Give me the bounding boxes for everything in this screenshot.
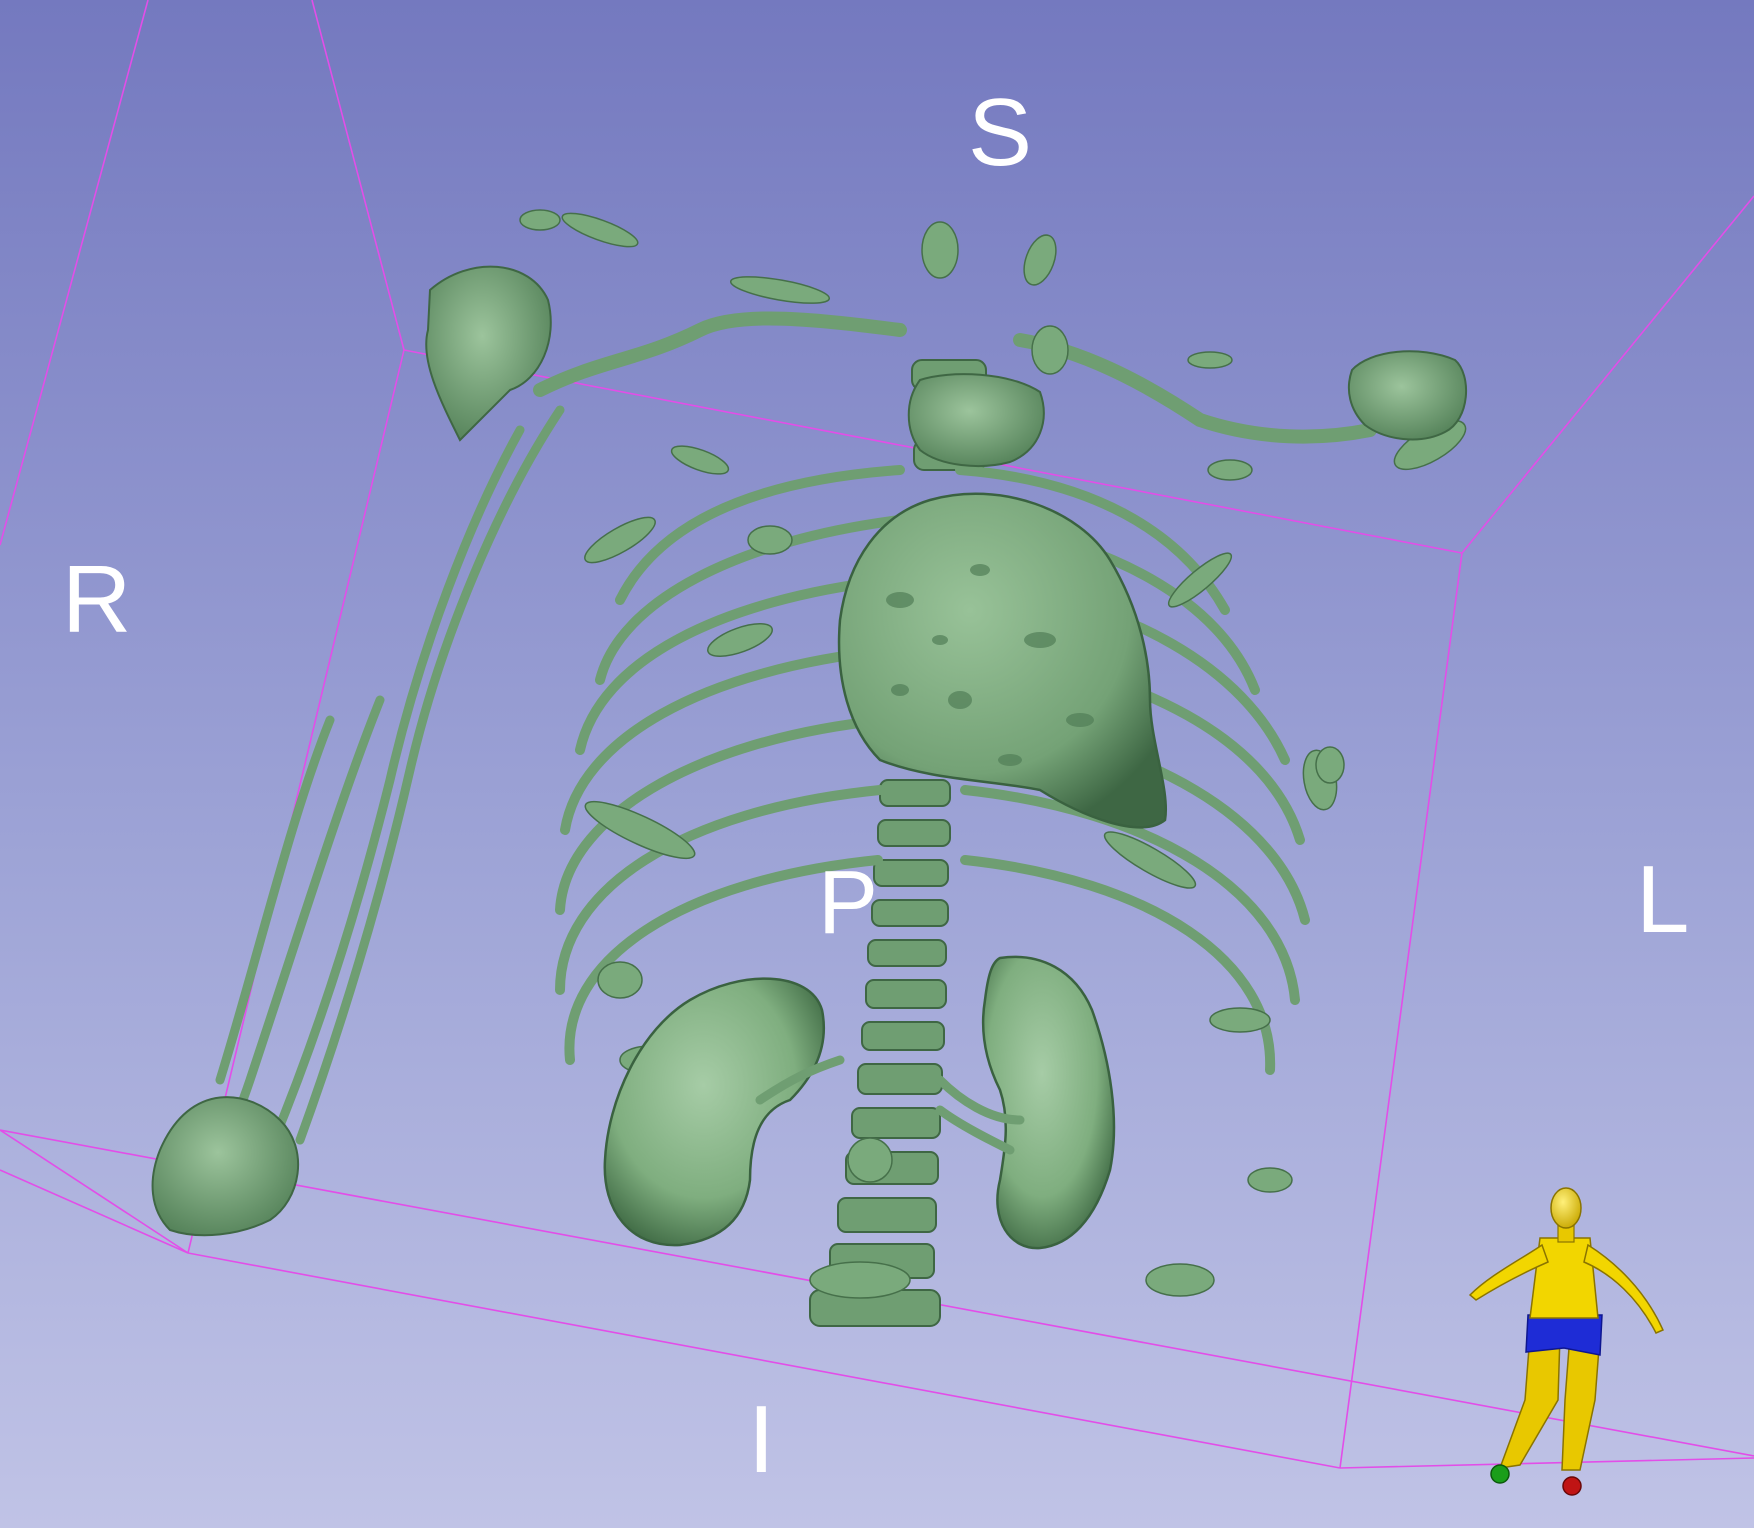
- orientation-label-right: R: [62, 546, 132, 653]
- orientation-label-inferior: I: [748, 1386, 775, 1493]
- shorts: [1525, 1314, 1603, 1356]
- right-foot-marker: [1562, 1476, 1582, 1496]
- right-kidney: [603, 977, 826, 1247]
- left-kidney: [981, 955, 1116, 1250]
- anatomy-model[interactable]: [151, 207, 1473, 1327]
- orientation-label-superior: S: [968, 79, 1033, 186]
- clavicles: [533, 311, 1377, 444]
- right-arm: [185, 405, 565, 1195]
- sternum: [907, 373, 1045, 467]
- heart-texture: [886, 564, 1094, 766]
- right-shoulder: [425, 265, 552, 442]
- figure-head: [1550, 1187, 1582, 1229]
- right-hand: [151, 1096, 300, 1237]
- left-foot-marker: [1490, 1464, 1510, 1484]
- heart: [837, 492, 1168, 829]
- vessel-fragments: [519, 209, 1467, 1299]
- orientation-label-posterior: P: [818, 853, 879, 953]
- orientation-marker[interactable]: [1468, 1187, 1664, 1496]
- renal-vessels: [755, 1055, 1025, 1155]
- human-figure-icon: [1468, 1187, 1664, 1471]
- left-shoulder: [1347, 350, 1468, 441]
- orientation-label-left: L: [1636, 846, 1690, 953]
